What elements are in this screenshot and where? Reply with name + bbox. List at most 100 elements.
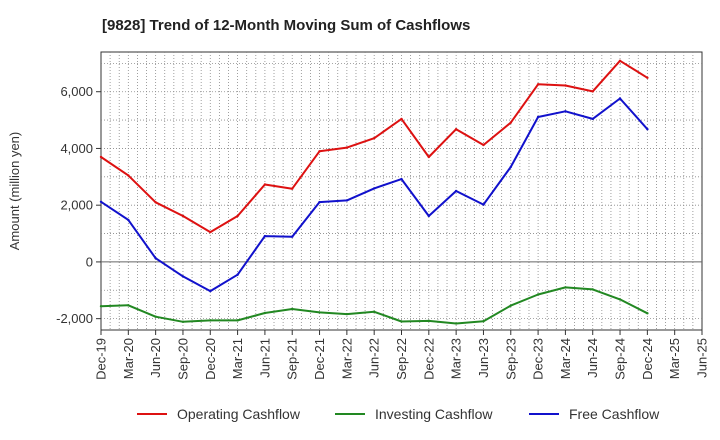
x-tick-label: Dec-22 — [421, 338, 436, 380]
data-point-investing-cashflow — [427, 319, 430, 323]
data-point-investing-cashflow — [454, 322, 458, 325]
x-tick-label: Jun-24 — [585, 338, 600, 378]
x-tick-label: Mar-23 — [449, 338, 464, 379]
data-point-investing-cashflow — [564, 286, 567, 289]
data-point-operating-cashflow — [345, 146, 349, 149]
data-point-operating-cashflow — [427, 155, 430, 159]
data-point-free-cashflow — [509, 165, 512, 169]
data-point-operating-cashflow — [536, 83, 540, 86]
data-point-operating-cashflow — [154, 201, 157, 204]
data-point-operating-cashflow — [291, 187, 294, 190]
data-point-free-cashflow — [99, 200, 103, 203]
x-tick-label: Jun-23 — [476, 338, 491, 378]
x-tick-label: Mar-25 — [667, 338, 682, 379]
y-tick-label: 2,000 — [60, 198, 93, 213]
data-point-operating-cashflow — [236, 214, 239, 218]
x-tick-label: Sep-23 — [503, 338, 518, 380]
x-tick-label: Dec-24 — [640, 338, 655, 380]
data-point-investing-cashflow — [209, 319, 212, 322]
data-point-operating-cashflow — [181, 214, 185, 218]
data-point-free-cashflow — [236, 273, 239, 276]
data-point-free-cashflow — [181, 275, 185, 278]
data-point-investing-cashflow — [509, 304, 512, 307]
data-point-operating-cashflow — [318, 150, 321, 153]
x-tick-label: Jun-25 — [695, 338, 710, 378]
data-point-operating-cashflow — [263, 183, 267, 186]
data-point-free-cashflow — [263, 234, 267, 238]
x-tick-label: Dec-23 — [531, 338, 546, 380]
data-point-investing-cashflow — [400, 320, 403, 323]
legend: Operating Cashflow Investing Cashflow Free… — [137, 406, 660, 422]
data-point-operating-cashflow — [127, 174, 130, 177]
data-point-free-cashflow — [291, 235, 294, 238]
x-tick-label: Sep-22 — [394, 338, 409, 380]
data-point-operating-cashflow — [99, 155, 103, 159]
data-point-investing-cashflow — [618, 298, 622, 301]
data-point-operating-cashflow — [209, 230, 212, 234]
data-point-free-cashflow — [318, 200, 321, 204]
data-point-free-cashflow — [618, 97, 622, 100]
x-axis-ticks: Dec-19 Mar-20 Jun-20 Sep-20 Dec-20 Mar-21 Jun-… — [94, 330, 710, 380]
data-point-operating-cashflow — [509, 121, 512, 124]
x-tick-label: Jun-21 — [257, 338, 272, 378]
y-tick-label: 6,000 — [60, 84, 93, 99]
x-tick-label: Dec-20 — [203, 338, 218, 380]
data-point-investing-cashflow — [181, 320, 185, 323]
x-tick-label: Mar-24 — [558, 338, 573, 379]
x-tick-label: Jun-20 — [148, 338, 163, 378]
data-point-investing-cashflow — [591, 288, 594, 291]
data-point-free-cashflow — [454, 189, 458, 193]
data-point-free-cashflow — [536, 115, 540, 119]
data-point-free-cashflow — [400, 177, 403, 181]
x-tick-label: Dec-19 — [94, 338, 109, 380]
x-tick-label: Mar-21 — [230, 338, 245, 379]
legend-label-free-cashflow: Free Cashflow — [569, 406, 660, 422]
data-point-investing-cashflow — [345, 312, 349, 316]
data-point-investing-cashflow — [373, 310, 376, 313]
data-point-operating-cashflow — [618, 59, 622, 62]
data-point-free-cashflow — [345, 199, 349, 202]
legend-label-investing-cashflow: Investing Cashflow — [375, 406, 493, 422]
data-point-free-cashflow — [154, 257, 157, 260]
data-point-operating-cashflow — [482, 143, 485, 147]
x-tick-label: Mar-20 — [121, 338, 136, 379]
data-point-operating-cashflow — [400, 117, 403, 121]
x-tick-label: Jun-22 — [367, 338, 382, 378]
x-tick-label: Sep-24 — [613, 338, 628, 380]
data-point-investing-cashflow — [99, 305, 103, 308]
data-point-investing-cashflow — [154, 315, 157, 318]
chart-title: [9828] Trend of 12-Month Moving Sum of C… — [102, 17, 470, 34]
data-point-free-cashflow — [373, 187, 376, 190]
data-point-investing-cashflow — [127, 304, 130, 307]
data-point-investing-cashflow — [536, 293, 540, 296]
data-point-investing-cashflow — [482, 320, 485, 323]
series-lines — [99, 59, 649, 325]
x-tick-label: Sep-20 — [176, 338, 191, 380]
y-tick-label: -2,000 — [56, 311, 93, 326]
x-tick-label: Sep-21 — [285, 338, 300, 380]
x-tick-label: Dec-21 — [312, 338, 327, 380]
data-point-investing-cashflow — [263, 311, 267, 315]
data-point-free-cashflow — [564, 110, 567, 113]
data-point-operating-cashflow — [373, 137, 376, 140]
y-axis-ticks: -2,000 0 2,000 4,000 6,000 — [56, 84, 101, 326]
data-point-operating-cashflow — [454, 128, 458, 131]
y-tick-label: 0 — [86, 254, 93, 269]
data-point-operating-cashflow — [646, 76, 649, 80]
data-point-investing-cashflow — [291, 307, 294, 311]
x-tick-label: Mar-22 — [339, 338, 354, 379]
data-point-investing-cashflow — [236, 319, 239, 322]
data-point-investing-cashflow — [646, 312, 649, 315]
y-tick-label: 4,000 — [60, 141, 93, 156]
data-point-free-cashflow — [646, 128, 649, 131]
data-point-operating-cashflow — [591, 90, 594, 93]
legend-label-operating-cashflow: Operating Cashflow — [177, 406, 301, 422]
grid-lines — [101, 52, 702, 330]
data-point-investing-cashflow — [318, 311, 321, 314]
data-point-free-cashflow — [591, 117, 594, 121]
data-point-free-cashflow — [209, 289, 212, 293]
data-point-free-cashflow — [482, 203, 485, 206]
data-point-free-cashflow — [127, 218, 130, 222]
